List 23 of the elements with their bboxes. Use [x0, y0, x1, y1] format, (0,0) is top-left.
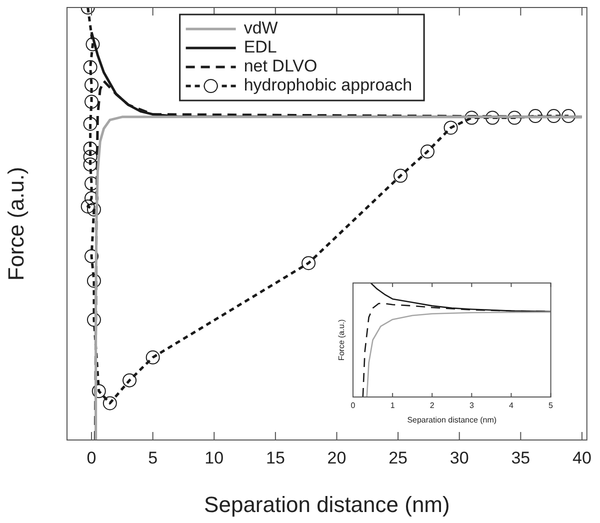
- x-tick-label: 3: [469, 401, 474, 410]
- x-axis-title: Separation distance (nm): [407, 415, 497, 424]
- y-axis-title: Force (a.u.): [337, 318, 346, 361]
- legend-label: EDL: [244, 38, 277, 57]
- x-tick-label: 25: [388, 448, 408, 468]
- x-tick-label: 20: [327, 448, 346, 468]
- x-tick-label: 2: [430, 401, 435, 410]
- x-tick-label: 4: [508, 401, 514, 410]
- x-tick-label: 5: [548, 401, 554, 410]
- y-axis-title: Force (a.u.): [3, 166, 28, 281]
- legend-label: net DLVO: [244, 56, 318, 76]
- x-tick-label: 40: [572, 448, 592, 468]
- x-tick-label: 10: [204, 448, 224, 468]
- x-tick-label: 35: [511, 448, 530, 468]
- x-tick-label: 15: [266, 448, 285, 468]
- x-tick-label: 30: [450, 448, 469, 468]
- x-tick-label: 0: [350, 401, 356, 410]
- legend-label: vdW: [244, 18, 278, 38]
- x-tick-label: 5: [148, 448, 158, 468]
- x-axis-title: Separation distance (nm): [204, 492, 450, 517]
- legend-label: hydrophobic approach: [244, 76, 412, 95]
- x-tick-label: 1: [390, 401, 396, 410]
- x-tick-label: 0: [86, 448, 96, 468]
